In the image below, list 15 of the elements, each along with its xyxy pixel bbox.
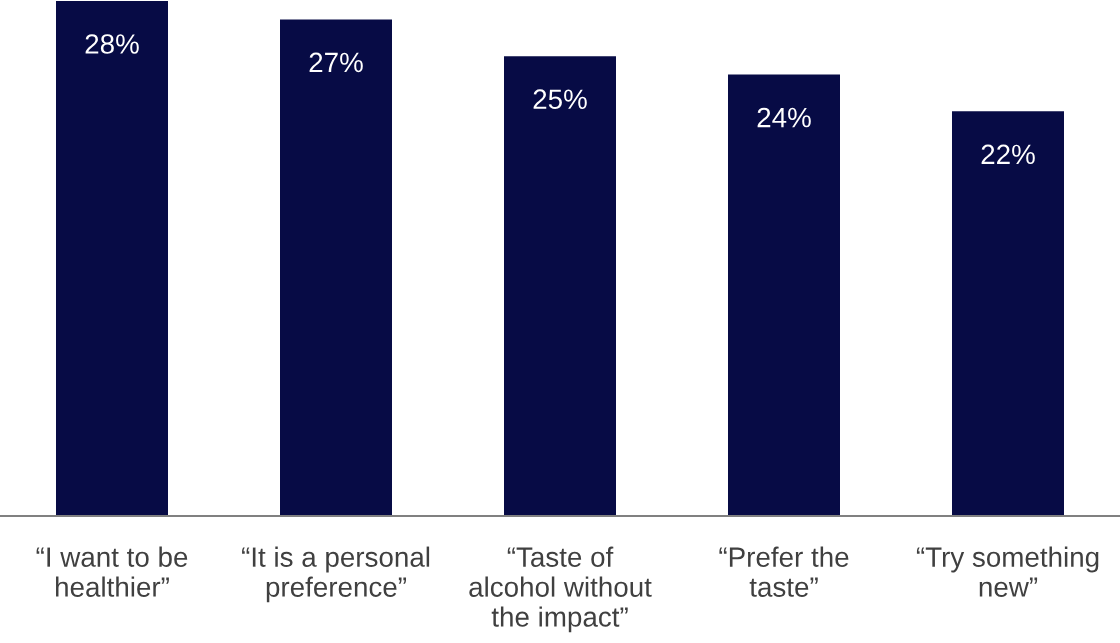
data-label: 25%	[533, 89, 587, 110]
x-tick-label: “I want to be healthier”	[36, 546, 188, 597]
bar	[56, 1, 168, 516]
data-label: 27%	[309, 52, 363, 73]
data-label: 28%	[85, 34, 139, 54]
x-tick-label: “Prefer the taste”	[719, 546, 849, 597]
x-tick-label: “Taste of alcohol without the impact”	[469, 546, 652, 633]
x-tick-label: “It is a personal preference”	[242, 546, 430, 603]
data-label: 24%	[757, 107, 811, 128]
x-tick-label: “Try something new”	[916, 546, 1099, 597]
bar	[952, 111, 1064, 516]
bar	[280, 19, 392, 516]
data-label: 22%	[981, 144, 1035, 165]
bar	[728, 74, 840, 516]
bar	[504, 56, 616, 516]
